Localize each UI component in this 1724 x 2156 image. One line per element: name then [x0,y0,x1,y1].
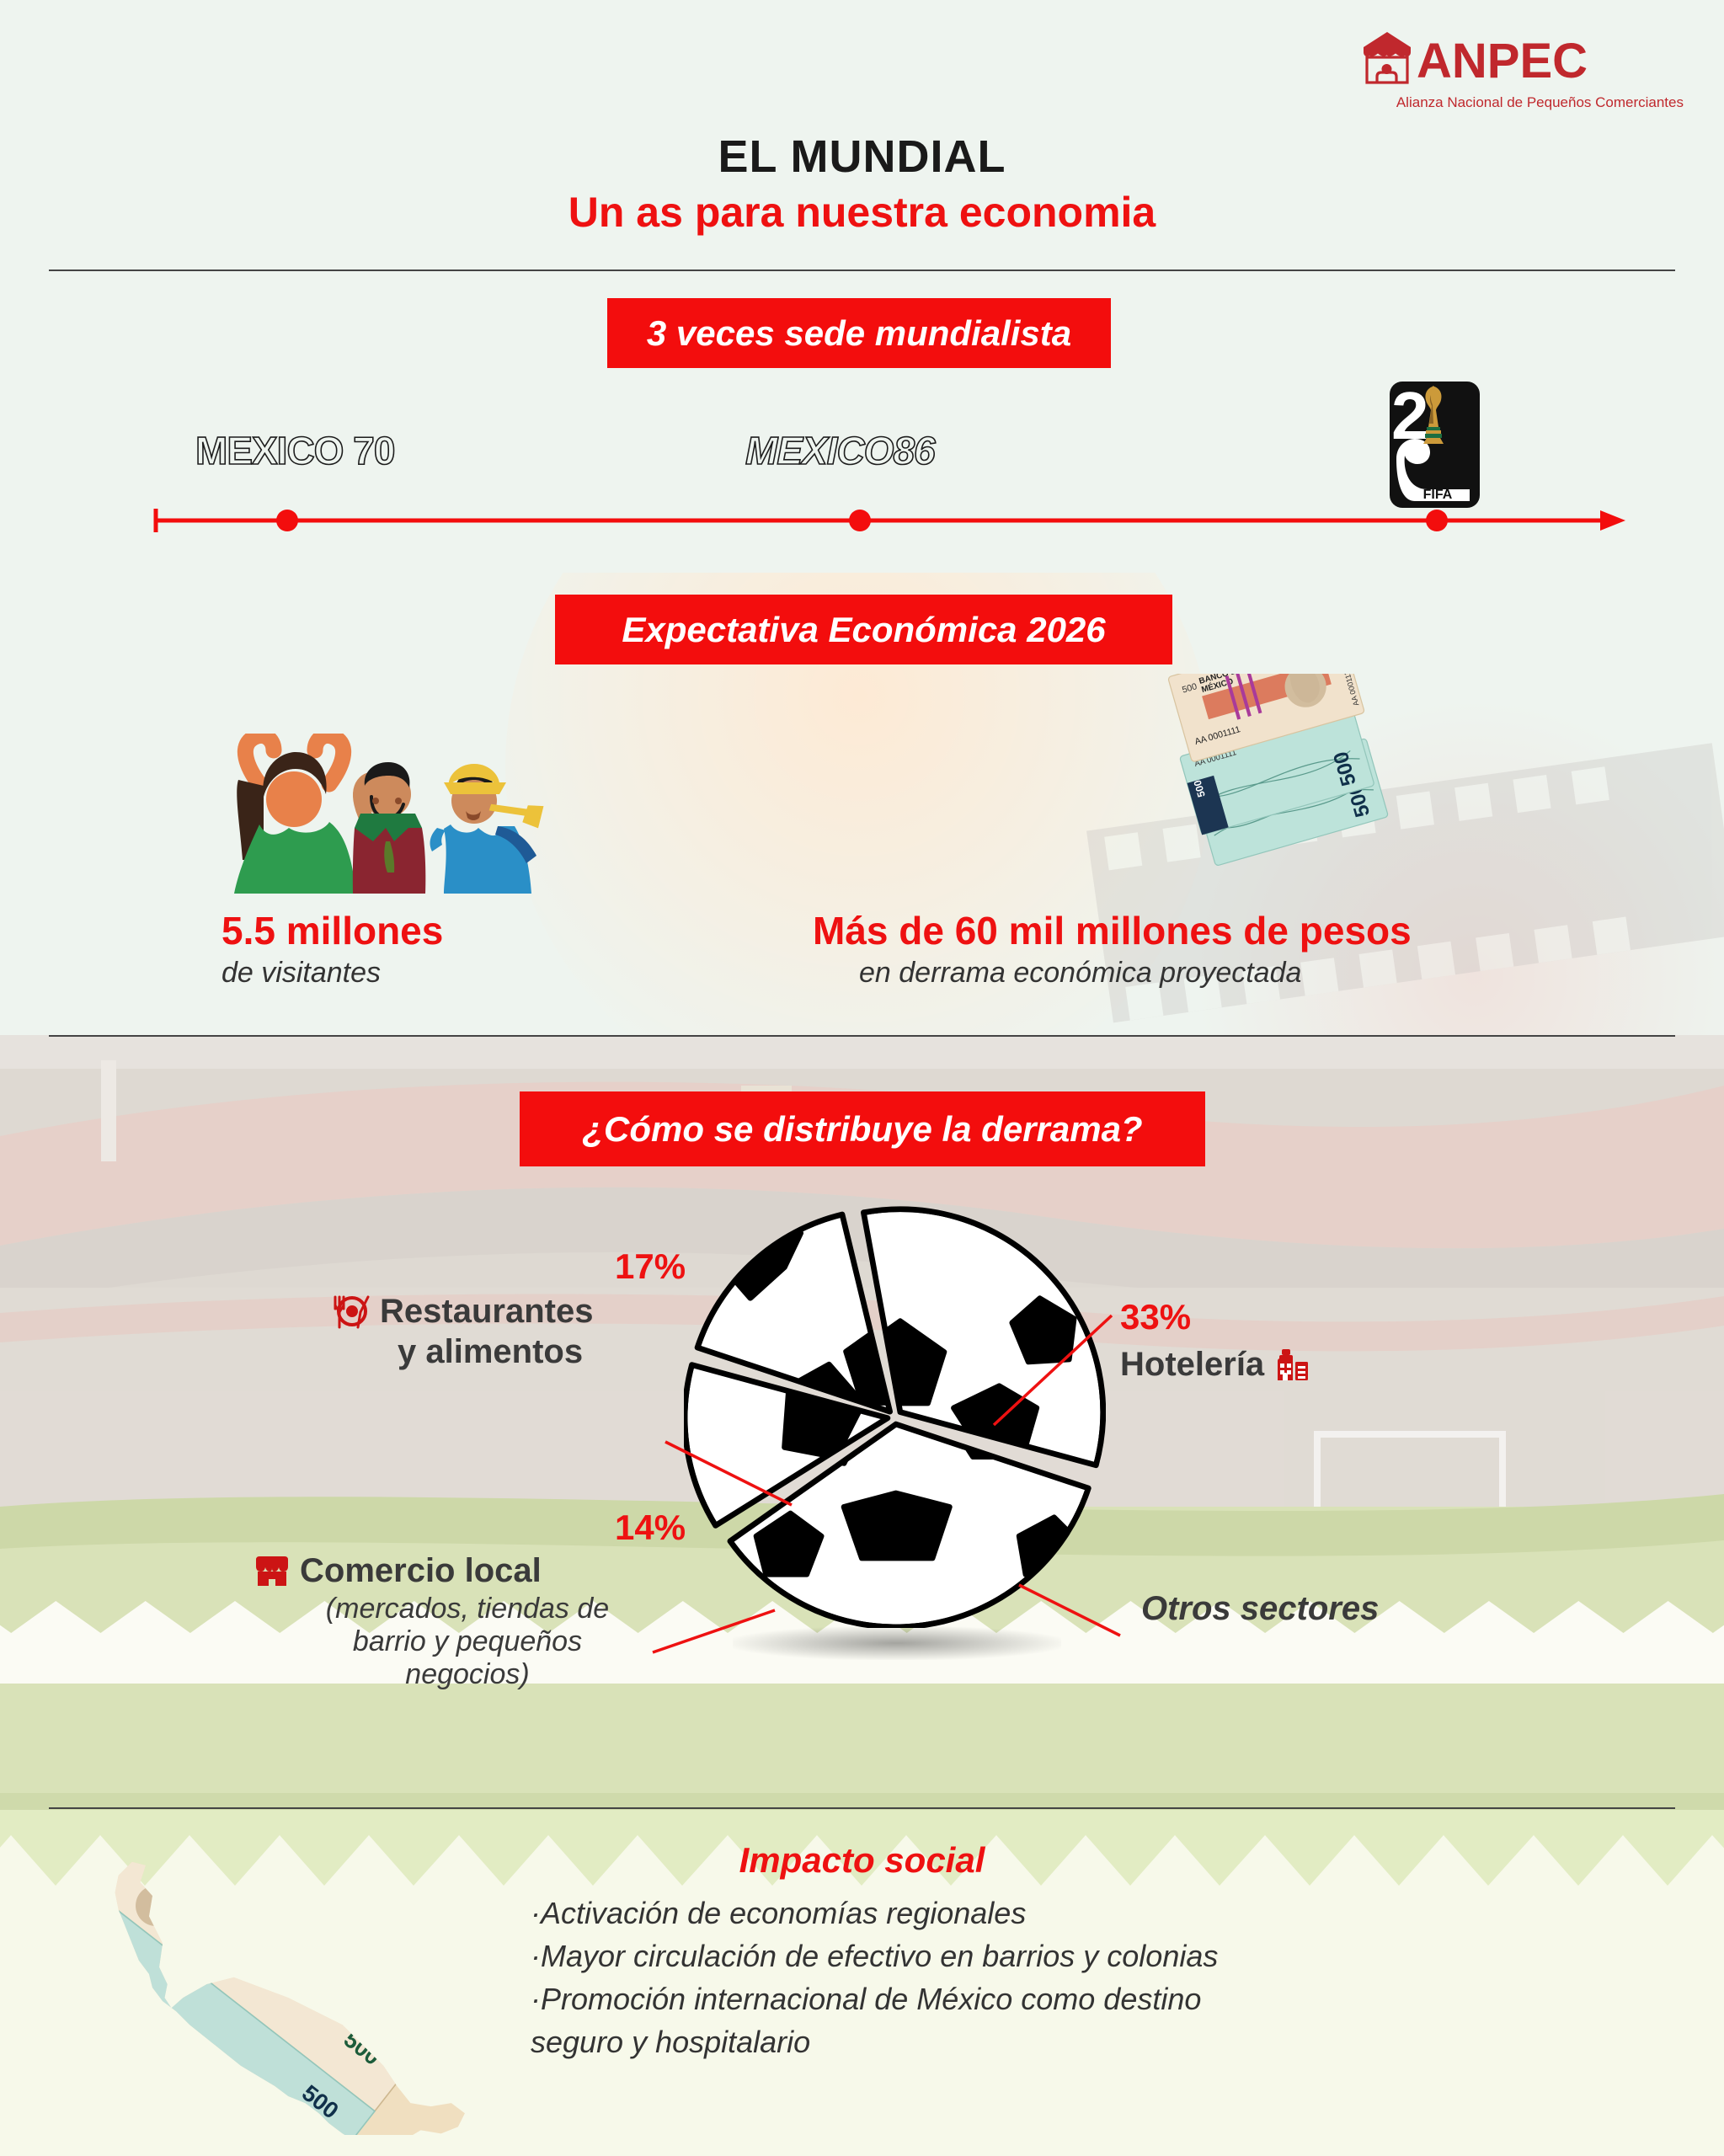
svg-text:FIFA: FIFA [1423,488,1453,502]
svg-text:AA 0001111: AA 0001111 [51,1840,52,1845]
svg-text:MÉXICO: MÉXICO [51,1840,90,1845]
svg-text:ANPEC: ANPEC [1417,34,1588,88]
svg-text:BANCO DE: BANCO DE [58,1840,108,1844]
svg-text:500: 500 [419,1924,465,1969]
svg-text:500: 500 [376,1977,423,2022]
